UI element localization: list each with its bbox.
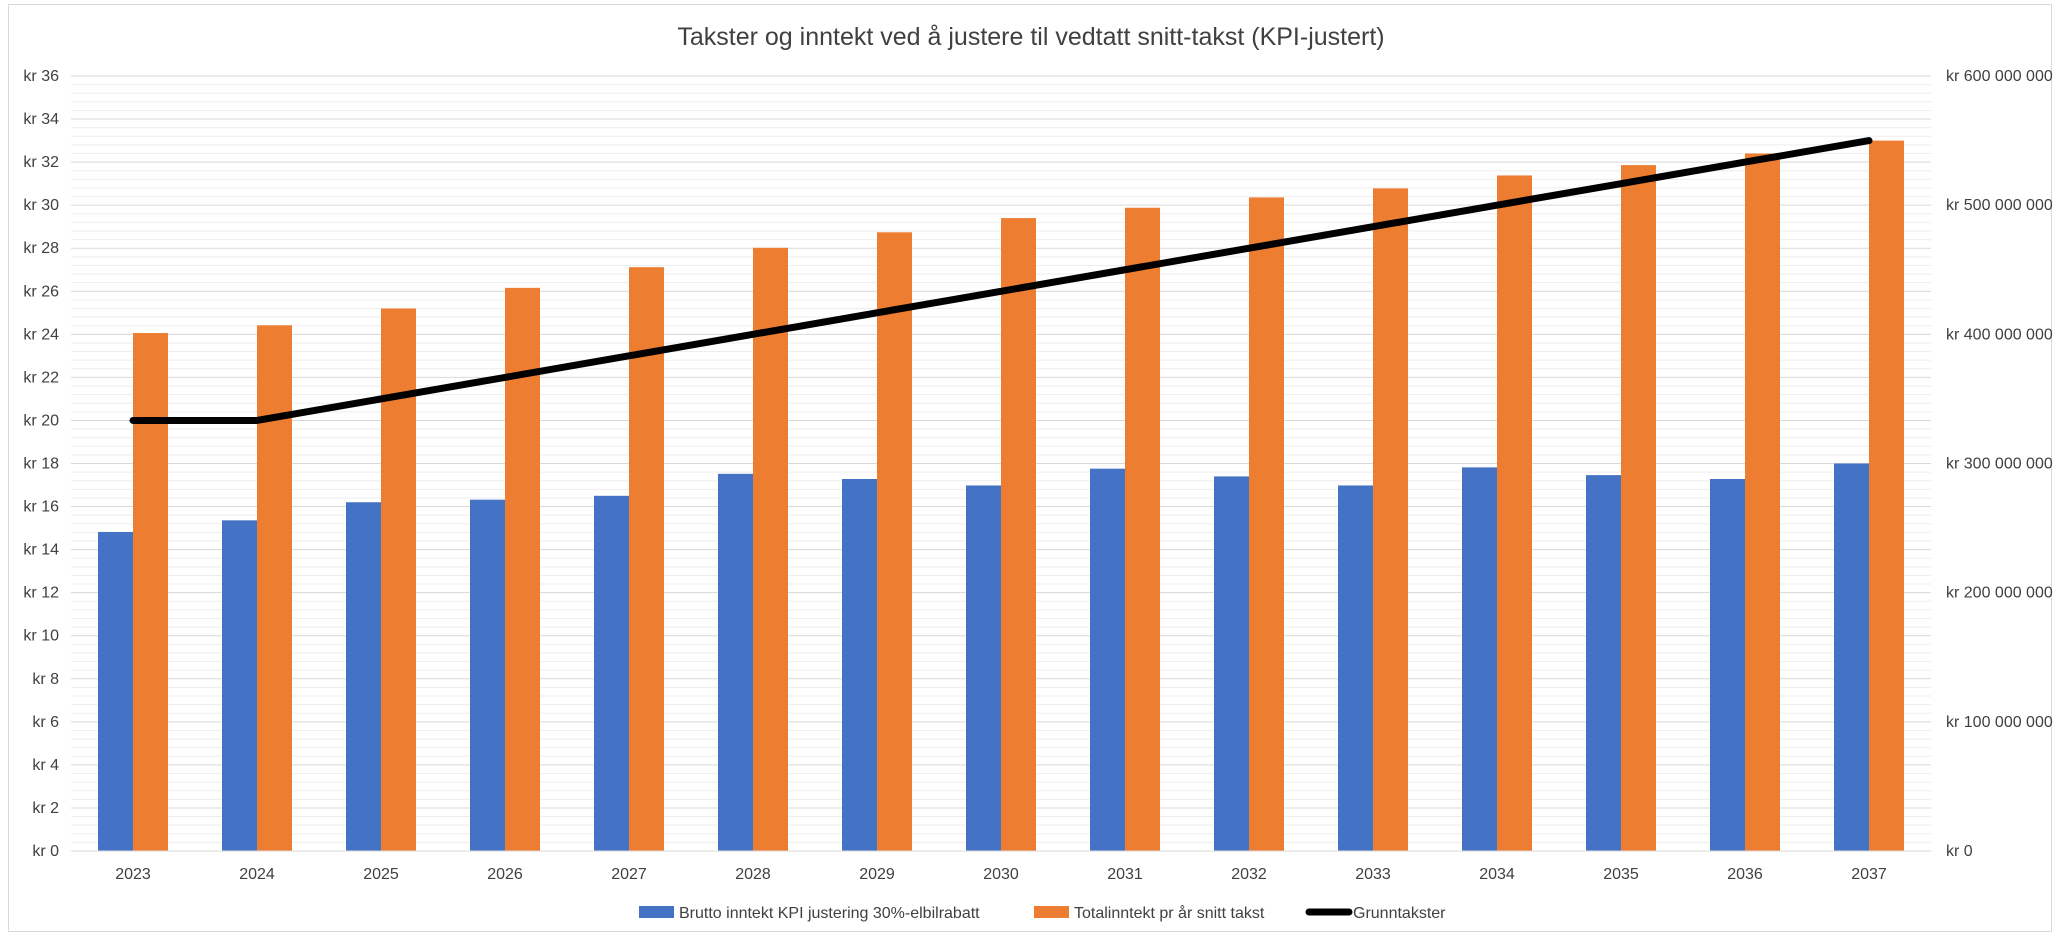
left-tick-label: kr 36 (23, 68, 59, 85)
legend-item: Brutto inntekt KPI justering 30%-elbilra… (639, 905, 980, 922)
right-tick-label: kr 400 000 000 (1946, 326, 2053, 343)
left-tick-label: kr 20 (23, 412, 59, 429)
bar-brutto-inntekt (222, 520, 257, 851)
bar-totalinntekt (133, 333, 168, 852)
legend-label: Grunntakster (1353, 905, 1446, 922)
bar-totalinntekt (1745, 153, 1780, 851)
x-tick-label: 2029 (859, 866, 895, 883)
left-tick-label: kr 14 (23, 542, 59, 559)
x-tick-label: 2031 (1107, 866, 1143, 883)
bar-brutto-inntekt (1586, 475, 1621, 851)
left-tick-label: kr 24 (23, 326, 59, 343)
bars (98, 140, 1904, 852)
left-tick-label: kr 22 (23, 369, 59, 386)
x-tick-label: 2036 (1727, 866, 1763, 883)
left-tick-label: kr 4 (32, 757, 59, 774)
x-tick-label: 2025 (363, 866, 399, 883)
left-tick-label: kr 12 (23, 585, 59, 602)
bar-totalinntekt (1249, 197, 1284, 851)
bar-brutto-inntekt (1338, 485, 1373, 851)
left-tick-label: kr 18 (23, 456, 59, 473)
right-tick-label: kr 0 (1946, 843, 1973, 860)
x-tick-label: 2030 (983, 866, 1019, 883)
left-tick-label: kr 8 (32, 671, 59, 688)
bar-brutto-inntekt (98, 531, 133, 851)
left-tick-label: kr 2 (32, 800, 59, 817)
right-tick-label: kr 100 000 000 (1946, 714, 2053, 731)
bar-brutto-inntekt (1214, 476, 1249, 851)
x-tick-label: 2026 (487, 866, 523, 883)
left-tick-label: kr 28 (23, 240, 59, 257)
chart-frame: Takster og inntekt ved å justere til ved… (8, 4, 2053, 932)
x-tick-label: 2035 (1603, 866, 1639, 883)
x-tick-label: 2033 (1355, 866, 1391, 883)
x-tick-label: 2032 (1231, 866, 1267, 883)
bar-totalinntekt (629, 267, 664, 852)
x-tick-label: 2024 (239, 866, 275, 883)
bar-totalinntekt (257, 325, 292, 852)
bar-totalinntekt (1497, 175, 1532, 852)
bar-brutto-inntekt (1710, 479, 1745, 851)
right-tick-label: kr 300 000 000 (1946, 456, 2053, 473)
legend-label: Brutto inntekt KPI justering 30%-elbilra… (679, 905, 980, 922)
bar-totalinntekt (753, 247, 788, 851)
grunntakster-line (129, 137, 1873, 424)
x-tick-label: 2028 (735, 866, 771, 883)
left-tick-label: kr 6 (32, 714, 59, 731)
left-axis: kr 0 kr 2 kr 4 kr 6 kr 8 kr 10 kr 12 kr 14 kr 16… (23, 68, 59, 860)
legend-label: Totalinntekt pr år snitt takst (1074, 904, 1265, 922)
bar-totalinntekt (1125, 207, 1160, 851)
left-tick-label: kr 0 (32, 843, 59, 860)
bar-brutto-inntekt (1462, 467, 1497, 851)
legend-item: Totalinntekt pr år snitt takst (1034, 904, 1265, 922)
legend-item: Grunntakster (1305, 905, 1446, 922)
bar-totalinntekt (1621, 165, 1656, 851)
bar-brutto-inntekt (1090, 468, 1125, 851)
bar-totalinntekt (1001, 218, 1036, 852)
bar-brutto-inntekt (470, 499, 505, 851)
bar-totalinntekt (1373, 188, 1408, 851)
bar-brutto-inntekt (718, 473, 753, 851)
bar-totalinntekt (505, 287, 540, 851)
bar-totalinntekt (877, 232, 912, 851)
left-tick-label: kr 32 (23, 154, 59, 171)
line-series (129, 137, 1873, 424)
bar-totalinntekt (381, 308, 416, 851)
right-axis: kr 0 kr 100 000 000 kr 200 000 000 kr 300 0… (1946, 68, 2053, 860)
left-tick-label: kr 16 (23, 499, 59, 516)
right-tick-label: kr 500 000 000 (1946, 197, 2053, 214)
left-tick-label: kr 10 (23, 628, 59, 645)
bar-brutto-inntekt (594, 495, 629, 851)
right-tick-label: kr 200 000 000 (1946, 585, 2053, 602)
bar-totalinntekt (1869, 140, 1904, 852)
left-tick-label: kr 34 (23, 111, 59, 128)
x-tick-label: 2027 (611, 866, 647, 883)
bar-brutto-inntekt (966, 485, 1001, 851)
x-tick-label: 2034 (1479, 866, 1515, 883)
legend-swatch (1034, 906, 1069, 918)
left-tick-label: kr 30 (23, 197, 59, 214)
left-tick-label: kr 26 (23, 283, 59, 300)
legend-swatch (639, 906, 674, 918)
bar-brutto-inntekt (842, 479, 877, 851)
x-axis: 2023 2024 2025 2026 2027 2028 2029 2030 2031 2032… (115, 866, 1887, 883)
bar-brutto-inntekt (1834, 463, 1869, 851)
chart: Takster og inntekt ved å justere til ved… (23, 23, 2053, 922)
legend: Brutto inntekt KPI justering 30%-elbilra… (639, 904, 1446, 922)
chart-title: Takster og inntekt ved å justere til ved… (677, 23, 1384, 51)
bar-brutto-inntekt (346, 502, 381, 851)
right-tick-label: kr 600 000 000 (1946, 68, 2053, 85)
x-tick-label: 2037 (1851, 866, 1887, 883)
x-tick-label: 2023 (115, 866, 151, 883)
